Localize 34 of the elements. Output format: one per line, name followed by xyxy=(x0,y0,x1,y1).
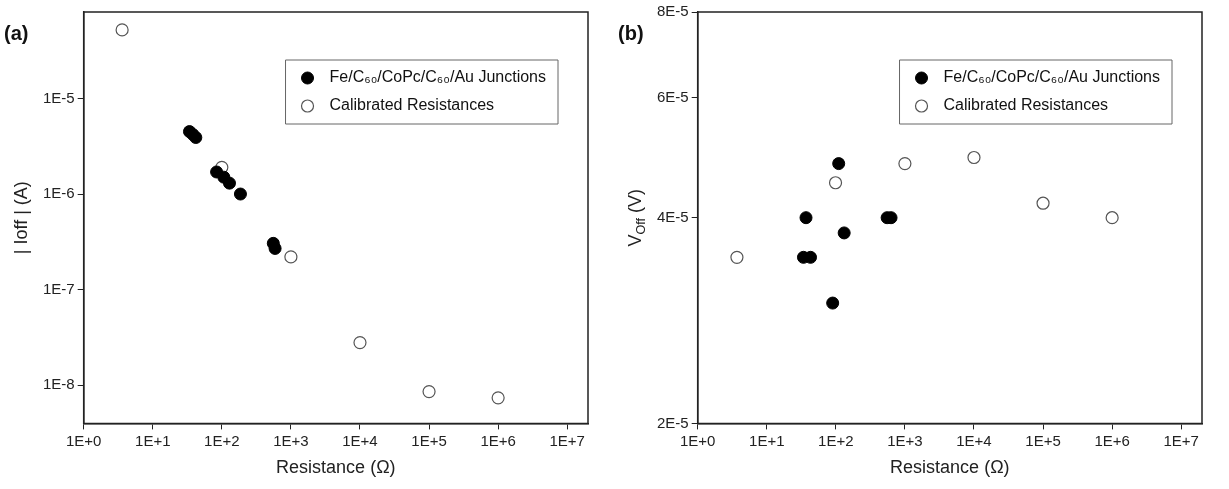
x-tick-label: 1E+6 xyxy=(480,431,516,449)
x-tick-label: 1E+2 xyxy=(818,431,854,449)
legend-label: Calibrated Resistances xyxy=(329,96,495,114)
y-tick-label: 1E-5 xyxy=(43,88,75,106)
x-tick-label: 1E+3 xyxy=(887,431,923,449)
x-axis-title: Resistance (Ω) xyxy=(890,457,1010,478)
y-axis-title: | Ioff | (A) xyxy=(10,181,31,255)
y-tick-label: 6E-5 xyxy=(657,87,689,105)
x-tick-label: 1E+4 xyxy=(342,431,378,449)
x-axis-title: Resistance (Ω) xyxy=(276,457,396,478)
y-tick-label: 2E-5 xyxy=(657,413,689,431)
y-tick-label: 1E-8 xyxy=(43,375,75,393)
x-tick-label: 1E+6 xyxy=(1094,431,1130,449)
x-tick-label: 1E+2 xyxy=(204,431,240,449)
text: (b) xyxy=(618,21,644,44)
y-tick-label: 1E-7 xyxy=(43,279,75,297)
x-tick-label: 1E+1 xyxy=(135,431,171,449)
y-axis-title: VOff (V) xyxy=(624,188,648,247)
x-tick-label: 1E+3 xyxy=(273,431,309,449)
legend-label: Fe/C₆₀/CoPc/C₆₀/Au Junctions xyxy=(329,68,546,86)
x-tick-label: 1E+0 xyxy=(65,431,102,449)
y-tick-label: 1E-6 xyxy=(43,184,75,202)
x-tick-label: 1E+5 xyxy=(1025,431,1061,449)
x-tick-label: 1E+7 xyxy=(549,431,585,449)
x-tick-label: 1E+0 xyxy=(679,431,716,449)
legend-label: Fe/C₆₀/CoPc/C₆₀/Au Junctions xyxy=(943,68,1160,86)
y-tick-label: 4E-5 xyxy=(657,207,689,225)
x-tick-label: 1E+1 xyxy=(749,431,785,449)
x-tick-label: 1E+4 xyxy=(956,431,992,449)
y-tick-label: 8E-5 xyxy=(657,2,689,20)
x-tick-label: 1E+7 xyxy=(1163,431,1199,449)
x-tick-label: 1E+5 xyxy=(411,431,447,449)
legend-label: Calibrated Resistances xyxy=(943,96,1109,114)
text: (a) xyxy=(4,21,29,44)
